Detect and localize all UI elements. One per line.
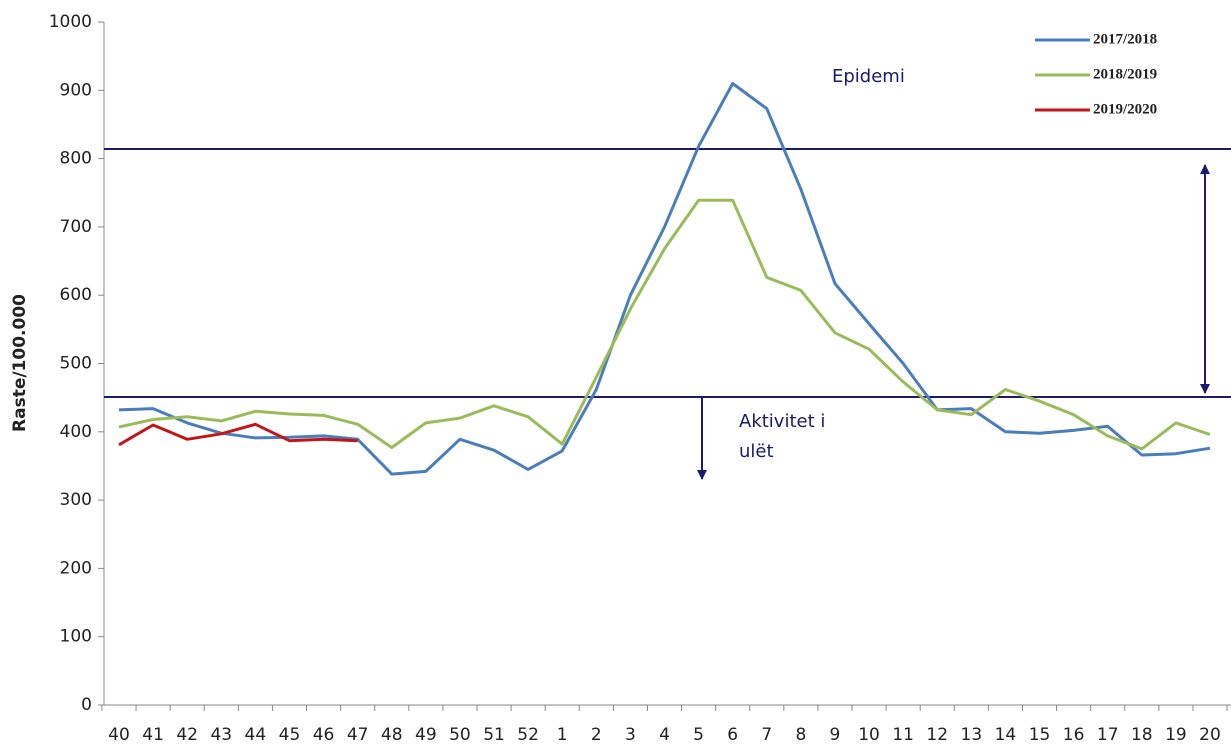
x-tick-label: 5 [693,725,704,745]
y-tick-label: 400 [60,422,92,442]
x-tick-label: 51 [483,725,505,745]
x-tick-label: 7 [761,725,772,745]
x-tick-label: 43 [210,725,232,745]
x-tick-label: 42 [176,725,198,745]
y-axis-label: Raste/100.000 [10,294,30,432]
x-tick-label: 19 [1165,725,1187,745]
x-tick-label: 12 [926,725,948,745]
legend-label: 2017/2018 [1093,31,1157,47]
series-line [118,198,1211,451]
legend-label: 2018/2019 [1093,66,1157,82]
x-tick-label: 17 [1097,725,1119,745]
x-tick-label: 46 [313,725,335,745]
x-tick-label: 1 [557,725,568,745]
x-tick-label: 41 [142,725,164,745]
y-tick-label: 300 [60,490,92,510]
y-tick-label: 800 [60,149,92,169]
x-tick-label: 44 [245,725,267,745]
x-tick-label: 13 [961,725,983,745]
x-tick-label: 18 [1131,725,1153,745]
y-tick-label: 200 [60,558,92,578]
x-tick-label: 50 [449,725,471,745]
y-tick-label: 100 [60,627,92,647]
series-line [118,82,1211,476]
x-tick-label: 16 [1063,725,1085,745]
y-tick-label: 1000 [49,12,92,32]
x-tick-label: 11 [892,725,914,745]
x-tick-label: 10 [858,725,880,745]
x-tick-label: 20 [1199,725,1221,745]
y-tick-label: 600 [60,285,92,305]
x-tick-label: 2 [591,725,602,745]
x-tick-label: 14 [995,725,1017,745]
annotation-low: Aktivitet i ulët [739,411,826,462]
x-tick-label: 6 [727,725,738,745]
x-tick-label: 47 [347,725,369,745]
series-line [118,422,358,447]
x-tick-label: 15 [1029,725,1051,745]
annotation-epidemi: Epidemi [832,66,905,87]
x-tick-label: 48 [381,725,403,745]
legend-label: 2019/2020 [1093,101,1157,117]
x-tick-label: 49 [415,725,437,745]
y-tick-label: 900 [60,80,92,100]
x-tick-label: 40 [108,725,130,745]
y-tick-label: 500 [60,354,92,374]
y-tick-label: 700 [60,217,92,237]
x-tick-label: 9 [830,725,841,745]
x-tick-label: 45 [279,725,301,745]
x-tick-label: 3 [625,725,636,745]
x-tick-label: 8 [795,725,806,745]
x-tick-label: 52 [517,725,539,745]
y-tick-label: 0 [81,695,92,715]
x-tick-label: 4 [659,725,670,745]
